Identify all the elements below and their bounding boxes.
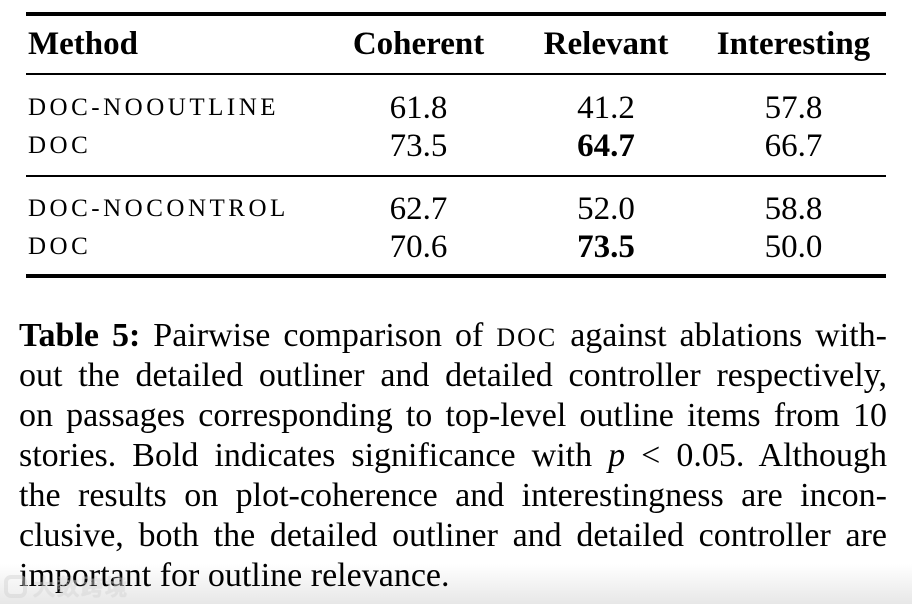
caption-line: stories. Bold indicates significance wit… — [19, 436, 887, 476]
caption-text: against ablations with- — [557, 317, 888, 354]
value-cell: 66.7 — [764, 127, 823, 164]
table-row: DOC 73.5 64.7 66.7 — [26, 127, 886, 165]
watermark-logo-icon — [4, 574, 27, 598]
value-cell-significant: 73.5 — [577, 228, 635, 265]
results-table: Method Coherent Relevant Interesting DOC… — [26, 12, 886, 278]
column-header-method: Method — [28, 26, 138, 62]
caption-text: stories. Bold indicates significance wit… — [19, 437, 609, 474]
value-cell: 41.2 — [577, 89, 635, 126]
caption-text: on passages corresponding to top-level o… — [19, 397, 887, 434]
value-cell: 61.8 — [389, 89, 448, 126]
caption-text: out the detailed outliner and detailed c… — [19, 357, 887, 394]
caption-line: clusive, both the detailed outliner and … — [19, 516, 887, 556]
method-cell: DOC — [28, 233, 92, 260]
column-header-relevant: Relevant — [543, 26, 669, 62]
value-cell: 58.8 — [764, 190, 823, 227]
method-cell: DOC-NOOUTLINE — [28, 94, 280, 121]
table-group-control-ablation: DOC-NOCONTROL 62.7 52.0 58.8 DOC 70.6 73… — [26, 177, 886, 274]
column-header-coherent: Coherent — [352, 26, 485, 62]
table-row: DOC-NOOUTLINE 61.8 41.2 57.8 — [26, 89, 886, 127]
caption-label: Table 5: — [19, 317, 141, 354]
caption-line: important for outline relevance. — [19, 556, 887, 596]
value-cell: 57.8 — [764, 89, 823, 126]
value-cell: 62.7 — [389, 190, 448, 227]
column-header-interesting: Interesting — [716, 26, 871, 62]
caption-text: Pairwise comparison of — [140, 317, 497, 354]
value-cell: 52.0 — [577, 190, 635, 227]
value-cell: 73.5 — [389, 127, 448, 164]
caption-line: Table 5: Pairwise comparison of DOC agai… — [19, 316, 887, 356]
value-cell-significant: 64.7 — [577, 127, 635, 164]
caption-text: important for outline relevance. — [19, 557, 450, 594]
watermark: 大数跨境 — [4, 570, 129, 602]
method-cell: DOC — [28, 132, 92, 159]
caption-text: the results on plot-coherence and intere… — [19, 477, 887, 514]
caption-line: out the detailed outliner and detailed c… — [19, 356, 887, 396]
watermark-label: 大数跨境 — [33, 576, 130, 601]
caption-text: clusive, both the detailed outliner and … — [19, 517, 887, 554]
table-row: DOC-NOCONTROL 62.7 52.0 58.8 — [26, 190, 886, 228]
caption-line: on passages corresponding to top-level o… — [19, 396, 887, 436]
caption-smallcaps-doc: DOC — [496, 323, 558, 352]
value-cell: 50.0 — [764, 228, 823, 265]
table-group-outline-ablation: DOC-NOOUTLINE 61.8 41.2 57.8 DOC 73.5 64… — [26, 75, 886, 177]
caption-text: < 0.05. Although — [625, 437, 888, 474]
caption-math-p: p — [608, 437, 626, 474]
bottom-gradient — [0, 564, 912, 604]
method-cell: DOC-NOCONTROL — [28, 195, 289, 222]
caption-line: the results on plot-coherence and intere… — [19, 476, 887, 516]
table-header-row: Method Coherent Relevant Interesting — [26, 16, 886, 75]
value-cell: 70.6 — [389, 228, 448, 265]
table-caption: Table 5: Pairwise comparison of DOC agai… — [19, 316, 887, 596]
table-row: DOC 70.6 73.5 50.0 — [26, 228, 886, 266]
